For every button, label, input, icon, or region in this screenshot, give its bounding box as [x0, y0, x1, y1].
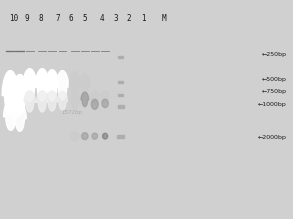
Text: ←250bp: ←250bp — [262, 52, 287, 57]
Text: 1572bp: 1572bp — [61, 110, 82, 115]
Ellipse shape — [92, 133, 98, 139]
Text: 5: 5 — [83, 14, 87, 23]
Polygon shape — [70, 92, 80, 109]
Ellipse shape — [82, 133, 88, 140]
Polygon shape — [81, 92, 89, 107]
Bar — [118, 94, 123, 96]
Text: 7: 7 — [55, 14, 60, 23]
Ellipse shape — [91, 91, 99, 102]
Polygon shape — [12, 74, 28, 115]
Ellipse shape — [102, 99, 108, 108]
Bar — [118, 81, 123, 83]
Bar — [117, 105, 124, 108]
Polygon shape — [23, 69, 37, 101]
Text: 10: 10 — [9, 14, 19, 23]
Polygon shape — [80, 74, 90, 96]
Text: 9: 9 — [25, 14, 29, 23]
Text: ←500bp: ←500bp — [262, 77, 287, 82]
Polygon shape — [37, 91, 48, 112]
Polygon shape — [13, 103, 26, 131]
Polygon shape — [2, 71, 18, 115]
Text: ←2000bp: ←2000bp — [258, 135, 287, 140]
Polygon shape — [69, 72, 81, 99]
Text: 8: 8 — [38, 14, 43, 23]
Text: M: M — [162, 14, 166, 23]
Ellipse shape — [103, 133, 108, 139]
Polygon shape — [4, 99, 18, 130]
Text: 4: 4 — [100, 14, 104, 23]
Ellipse shape — [71, 132, 79, 140]
Polygon shape — [46, 70, 59, 101]
Ellipse shape — [5, 80, 16, 111]
Text: ←1000bp: ←1000bp — [258, 102, 287, 107]
Ellipse shape — [91, 99, 98, 109]
Bar — [118, 56, 123, 58]
Text: 1: 1 — [141, 14, 145, 23]
Polygon shape — [35, 69, 49, 101]
Bar — [117, 135, 124, 138]
Text: 3: 3 — [113, 14, 118, 23]
Polygon shape — [24, 91, 35, 112]
Text: ←750bp: ←750bp — [262, 89, 287, 94]
Text: 6: 6 — [69, 14, 73, 23]
Polygon shape — [47, 91, 57, 111]
Polygon shape — [57, 71, 69, 100]
Polygon shape — [57, 91, 67, 110]
Ellipse shape — [101, 91, 109, 101]
Text: 2: 2 — [127, 14, 131, 23]
